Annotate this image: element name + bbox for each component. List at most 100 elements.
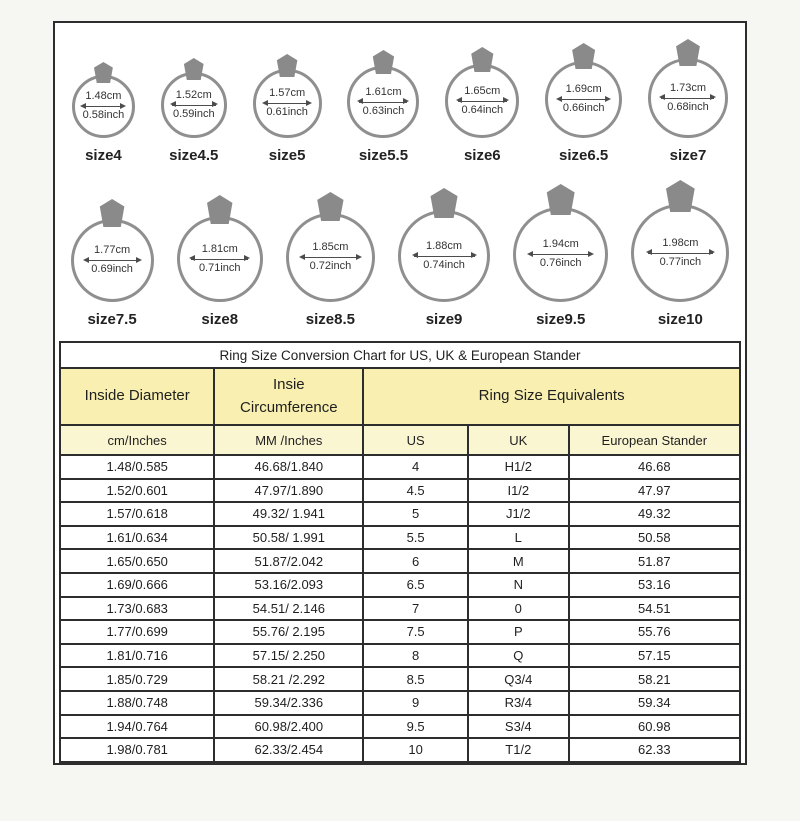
ring-size8.5: 1.85cm 0.72inch size8.5 [285, 192, 375, 328]
table-row: 1.77/0.699 55.76/ 2.195 7.5 P 55.76 [58, 619, 742, 645]
table-title: Ring Size Conversion Chart for US, UK & … [59, 341, 741, 369]
header-insie-circumference: Insie Circumference [213, 367, 365, 426]
header-ring-size-equivalents: Ring Size Equivalents [362, 367, 741, 426]
table-cell: 7 [362, 595, 469, 622]
table-cell: 1.57/0.618 [58, 501, 216, 527]
table-cell: 47.97 [567, 477, 742, 504]
diameter-inch-label: 0.76inch [539, 257, 582, 269]
table-cell: T1/2 [466, 737, 570, 763]
table-row: 1.88/0.748 59.34/2.336 9 R3/4 59.34 [58, 689, 742, 716]
ring-size-label: size6 [463, 147, 501, 164]
diameter-cm-label: 1.52cm [175, 88, 212, 101]
diameter-inch-label: 0.74inch [423, 258, 465, 271]
ring-size-label: size9.5 [536, 311, 586, 328]
table-cell: 62.33 [567, 737, 742, 763]
diameter-inch-label: 0.68inch [667, 100, 709, 113]
table-cell: N [466, 571, 570, 598]
diameter-inch-label: 0.66inch [562, 102, 605, 114]
table-cell: S3/4 [466, 713, 570, 740]
col-header-us: US [362, 424, 469, 456]
ring-band: 1.85cm 0.72inch [285, 213, 375, 302]
ring-row-sizes-7.5-to-10: 1.77cm 0.69inch size7.5 1.81cm 0.71inch size8… [55, 170, 745, 338]
table-cell: 1.61/0.634 [58, 524, 216, 551]
diameter-arrow-icon [262, 99, 313, 106]
ring-band: 1.52cm 0.59inch [160, 72, 227, 138]
table-cell: 1.73/0.683 [58, 595, 216, 622]
table-cell: 51.87 [567, 548, 742, 574]
diameter-cm-label: 1.88cm [426, 239, 463, 252]
table-cell: 59.34/2.336 [213, 689, 365, 716]
ring-size7.5: 1.77cm 0.69inch size7.5 [70, 199, 154, 328]
table-cell: 55.76/ 2.195 [213, 619, 365, 645]
table-row: 1.61/0.634 50.58/ 1.991 5.5 L 50.58 [58, 524, 742, 551]
table-cell: 1.48/0.585 [58, 454, 216, 480]
ring-size4.5: 1.52cm 0.59inch size4.5 [160, 58, 227, 164]
table-cell: 57.15/ 2.250 [213, 642, 365, 669]
table-cell: 1.52/0.601 [58, 477, 216, 504]
table-cell: 8 [362, 642, 469, 669]
table-cell: 9.5 [362, 713, 469, 740]
diameter-cm-label: 1.77cm [94, 244, 131, 257]
column-header-row: cm/Inches MM /Inches US UK European Stander [58, 424, 742, 456]
ring-size8: 1.81cm 0.71inch size8 [176, 195, 263, 328]
diameter-arrow-icon [659, 94, 717, 101]
table-cell: 10 [362, 737, 469, 763]
diameter-arrow-icon [645, 249, 715, 256]
table-cell: 57.15 [567, 642, 742, 669]
diameter-arrow-icon [82, 256, 142, 263]
diameter-cm-label: 1.85cm [312, 241, 349, 254]
diameter-inch-label: 0.71inch [198, 261, 241, 274]
ring-row-sizes-4-to-7: 1.48cm 0.58inch size4 1.52cm 0.59inch size4.5… [55, 23, 745, 170]
diameter-inch-label: 0.59inch [172, 107, 215, 120]
ring-band: 1.81cm 0.71inch [176, 216, 263, 302]
diameter-arrow-icon [80, 102, 127, 109]
table-cell: 1.88/0.748 [58, 689, 216, 716]
ring-size-label: size6.5 [559, 147, 609, 164]
table-cell: M [466, 548, 570, 574]
diameter-inch-label: 0.72inch [309, 260, 352, 272]
ring-size6: 1.65cm 0.64inch size6 [445, 47, 520, 164]
table-cell: 6 [362, 548, 469, 574]
diameter-arrow-icon [556, 95, 612, 102]
diameter-cm-label: 1.65cm [464, 84, 501, 97]
diameter-arrow-icon [455, 97, 509, 104]
table-cell: 60.98 [567, 713, 742, 740]
ring-size-label: size8 [201, 311, 239, 328]
diameter-cm-label: 1.57cm [269, 87, 306, 100]
table-cell: 49.32 [567, 501, 742, 527]
table-cell: 6.5 [362, 571, 469, 598]
col-header-uk: UK [466, 424, 570, 456]
table-cell: J1/2 [466, 501, 570, 527]
table-row: 1.65/0.650 51.87/2.042 6 M 51.87 [58, 548, 742, 574]
ring-size-label: size10 [657, 311, 703, 328]
diameter-arrow-icon [189, 255, 251, 262]
gem-icon [676, 39, 700, 66]
diameter-cm-label: 1.48cm [85, 90, 122, 103]
diameter-cm-label: 1.69cm [565, 83, 602, 96]
ring-band: 1.73cm 0.68inch [647, 58, 728, 138]
table-row: 1.52/0.601 47.97/1.890 4.5 I1/2 47.97 [58, 477, 742, 504]
ring-band: 1.57cm 0.61inch [252, 69, 322, 138]
table-cell: I1/2 [466, 477, 570, 504]
diameter-inch-label: 0.64inch [461, 103, 504, 116]
table-cell: 1.81/0.716 [58, 642, 216, 669]
ring-size4: 1.48cm 0.58inch size4 [71, 62, 135, 164]
table-cell: 5.5 [362, 524, 469, 551]
table-cell: 54.51 [567, 595, 742, 622]
diameter-arrow-icon [527, 250, 595, 257]
ring-size5: 1.57cm 0.61inch size5 [252, 54, 322, 164]
table-cell: R3/4 [466, 689, 570, 716]
header-inside-diameter: Inside Diameter [58, 367, 216, 426]
table-cell: 4.5 [362, 477, 469, 504]
table-cell: 62.33/2.454 [213, 737, 365, 763]
table-cell: 4 [362, 454, 469, 480]
gem-icon [471, 47, 494, 72]
ring-size9.5: 1.94cm 0.76inch size9.5 [513, 184, 609, 328]
diameter-cm-label: 1.94cm [542, 238, 579, 251]
table-row: 1.69/0.666 53.16/2.093 6.5 N 53.16 [58, 571, 742, 598]
group-header-row: Inside Diameter Insie Circumference Ring… [58, 367, 741, 426]
table-cell: 53.16/2.093 [213, 571, 365, 598]
table-cell: 9 [362, 689, 469, 716]
table-cell: Q [466, 642, 570, 669]
ring-band: 1.69cm 0.66inch [545, 61, 623, 138]
